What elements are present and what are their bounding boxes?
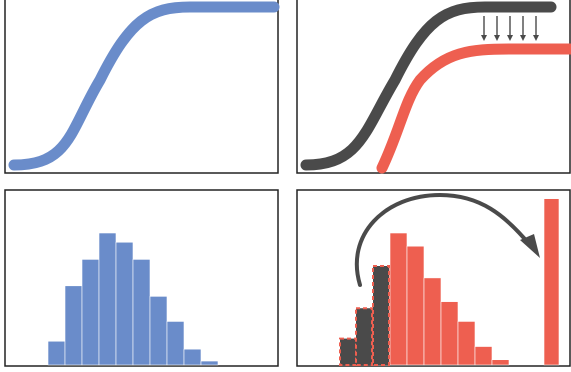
red-histogram-bar-2	[389, 232, 408, 366]
curved-arrow-icon	[354, 192, 532, 287]
blue-histogram-bar-1	[47, 340, 66, 366]
dark-dashed-bar-1	[339, 337, 357, 367]
red-histogram-bar-7	[474, 346, 493, 366]
blue-histogram-bar-9	[183, 348, 202, 366]
panel-bottom-left-frame	[4, 189, 279, 367]
dark-sigmoid-curve	[300, 1, 557, 171]
dark-dashed-bar-3	[372, 265, 390, 366]
blue-histogram-bar-10	[200, 360, 219, 366]
blue-histogram-bar-4	[98, 232, 117, 366]
blue-sigmoid-curve	[8, 1, 280, 171]
blue-histogram-bar-6	[132, 259, 151, 366]
curved-arrow-head	[520, 234, 540, 258]
red-histogram-bar-3	[406, 245, 425, 366]
down-arrow-2	[494, 16, 500, 41]
panel-top-left-frame	[4, 0, 279, 174]
down-arrow-4	[520, 16, 526, 41]
red-histogram-bar-8	[491, 359, 510, 366]
dark-dashed-histogram	[339, 265, 390, 367]
down-arrow-1	[481, 16, 487, 41]
red-histogram-bar-4	[423, 277, 442, 366]
down-arrow-5	[533, 16, 539, 41]
blue-histogram	[47, 232, 219, 366]
blue-histogram-bar-8	[166, 321, 185, 366]
red-histogram	[372, 198, 560, 366]
panel-top-right-frame	[296, 0, 571, 174]
down-arrow-icon	[481, 16, 539, 41]
down-arrow-3	[507, 16, 513, 41]
dark-dashed-bar-2	[355, 307, 373, 366]
blue-histogram-bar-7	[149, 296, 168, 366]
red-sigmoid-curve	[376, 43, 571, 174]
blue-histogram-bar-3	[81, 259, 100, 366]
blue-histogram-bar-5	[115, 241, 134, 366]
blue-histogram-bar-2	[64, 285, 83, 366]
panel-bottom-right-frame	[296, 189, 571, 367]
red-outlier-bar	[543, 198, 560, 366]
red-histogram-bar-6	[457, 321, 476, 366]
red-histogram-bar-5	[440, 301, 459, 366]
